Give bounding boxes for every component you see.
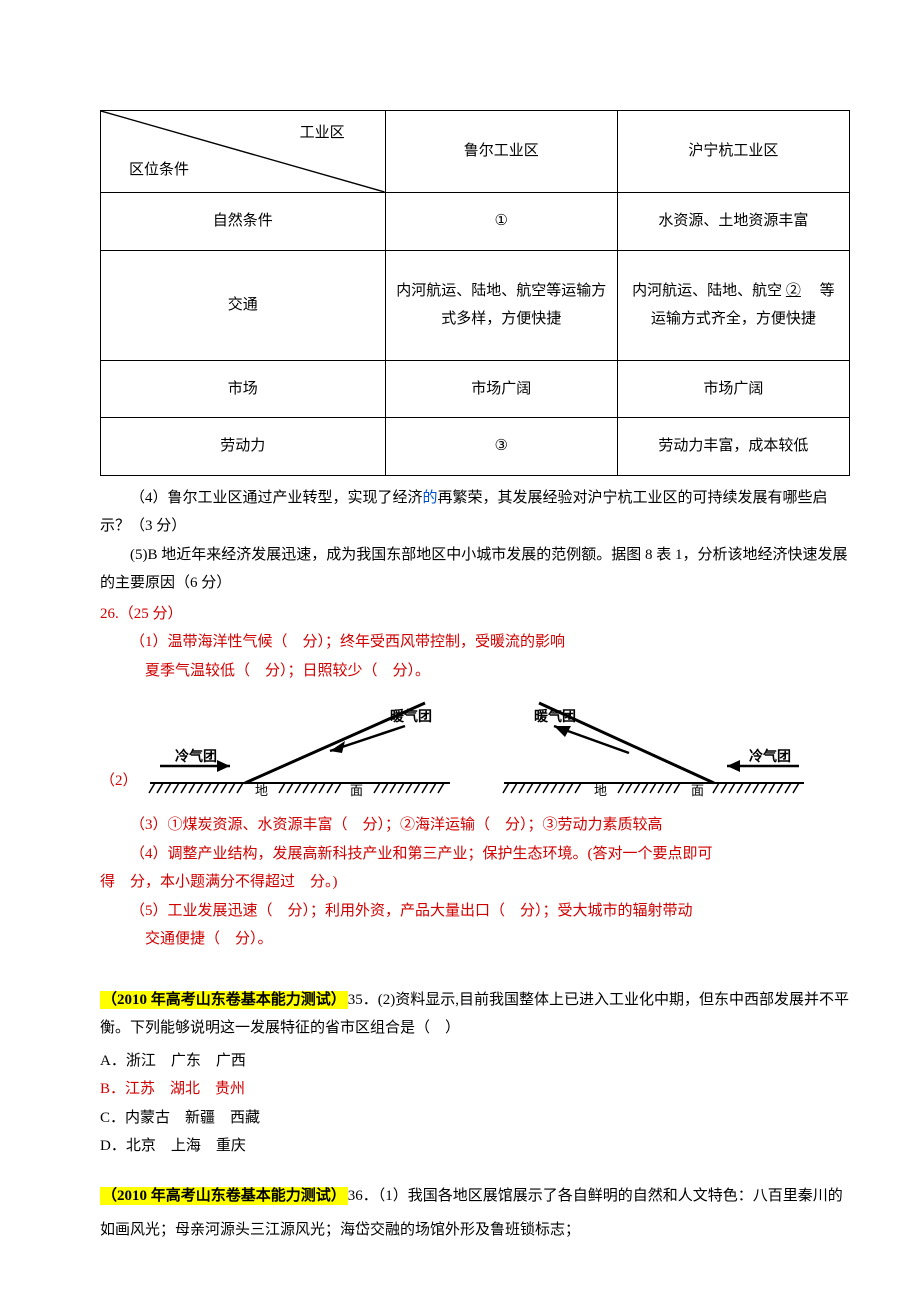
cold-front-diagram: 冷气团 暖气团 地 面 [499, 691, 809, 801]
table-header-cell: 鲁尔工业区 [385, 111, 617, 193]
warm-front-diagram: 冷气团 暖气团 地 面 [145, 691, 455, 801]
svg-text:面: 面 [350, 783, 363, 798]
answer-block-2: （3）①煤炭资源、水资源丰富（ 分）；②海洋运输（ 分）；③劳动力素质较高 （4… [100, 811, 850, 954]
answer-heading: 26.（25 分） [100, 600, 850, 629]
cell-text: 内河航运、陆地、航空 [632, 283, 782, 299]
table-cell: ③ [385, 418, 617, 476]
option-c: C．内蒙古 新疆 西藏 [100, 1104, 850, 1133]
answer-line: （3）①煤炭资源、水资源丰富（ 分）；②海洋运输（ 分）；③劳动力素质较高 [100, 811, 850, 840]
diagonal-header-cell: 工业区 区位条件 [101, 111, 386, 193]
ground-label: 地 [255, 783, 268, 798]
cold-label: 冷气团 [175, 748, 217, 765]
option-d: D．北京 上海 重庆 [100, 1132, 850, 1161]
table-row: 自然条件 ① 水资源、土地资源丰富 [101, 193, 850, 251]
question-5: (5)B 地近年来经济发展迅速，成为我国东部地区中小城市发展的范例额。据图 8 … [100, 541, 850, 598]
answer-line: （4）调整产业结构，发展高新科技产业和第三产业；保护生态环境。(答对一个要点即可 [100, 840, 850, 869]
svg-text:面: 面 [691, 783, 704, 798]
exam-tag: （2010 年高考山东卷基本能力测试） [100, 991, 348, 1009]
answer-line: 夏季气温较低（ 分）；日照较少（ 分）。 [100, 657, 850, 686]
table-cell: 劳动力丰富，成本较低 [617, 418, 849, 476]
table-row: 工业区 区位条件 鲁尔工业区 沪宁杭工业区 [101, 111, 850, 193]
q4-text-a: （4）鲁尔工业区通过产业转型，实现了经济 [130, 490, 423, 506]
question-35: （2010 年高考山东卷基本能力测试）35．(2)资料显示,目前我国整体上已进入… [100, 986, 850, 1043]
table-cell: ① [385, 193, 617, 251]
blank-underline: ② [786, 283, 801, 299]
question-36: （2010 年高考山东卷基本能力测试）36．（1）我国各地区展馆展示了各自鲜明的… [100, 1179, 850, 1248]
answer-block: 26.（25 分） （1）温带海洋性气候（ 分）；终年受西风带控制，受暖流的影响… [100, 600, 850, 686]
answer-line: （1）温带海洋性气候（ 分）；终年受西风带控制，受暖流的影响 [100, 628, 850, 657]
header-top-label: 工业区 [300, 119, 345, 148]
table-cell: 市场广阔 [617, 360, 849, 418]
table-row: 交通 内河航运、陆地、航空等运输方式多样，方便快捷 内河航运、陆地、航空 ② 等… [101, 250, 850, 360]
front-diagram-row: （2） 冷气团 暖气团 地 面 冷气团 暖气团 地 [100, 691, 850, 801]
table-row: 市场 市场广阔 市场广阔 [101, 360, 850, 418]
table-cell: 交通 [101, 250, 386, 360]
header-bottom-label: 区位条件 [129, 156, 189, 185]
table-row: 劳动力 ③ 劳动力丰富，成本较低 [101, 418, 850, 476]
table-header-cell: 沪宁杭工业区 [617, 111, 849, 193]
table-cell: 自然条件 [101, 193, 386, 251]
question-4: （4）鲁尔工业区通过产业转型，实现了经济的再繁荣，其发展经验对沪宁杭工业区的可持… [100, 484, 850, 541]
table-cell: 水资源、土地资源丰富 [617, 193, 849, 251]
option-a: A．浙江 广东 广西 [100, 1047, 850, 1076]
table-cell: 市场广阔 [385, 360, 617, 418]
table-cell: 市场 [101, 360, 386, 418]
answer-line: 交通便捷（ 分）。 [100, 925, 850, 954]
table-cell: 劳动力 [101, 418, 386, 476]
option-b: B．江苏 湖北 贵州 [100, 1075, 850, 1104]
ground-label: 地 [594, 783, 607, 798]
answer-2-label: （2） [100, 767, 138, 796]
answer-line: （5）工业发展迅速（ 分）；利用外资，产品大量出口（ 分）；受大城市的辐射带动 [100, 897, 850, 926]
table-cell: 内河航运、陆地、航空 ② 等运输方式齐全，方便快捷 [617, 250, 849, 360]
warm-label: 暖气团 [390, 708, 432, 725]
table-cell: 内河航运、陆地、航空等运输方式多样，方便快捷 [385, 250, 617, 360]
warm-label: 暖气团 [534, 708, 576, 725]
q4-text-b: 的 [423, 490, 438, 506]
exam-tag: （2010 年高考山东卷基本能力测试） [100, 1187, 348, 1205]
cold-label: 冷气团 [749, 748, 791, 765]
answer-line: 得 分，本小题满分不得超过 分。) [100, 868, 850, 897]
comparison-table: 工业区 区位条件 鲁尔工业区 沪宁杭工业区 自然条件 ① 水资源、土地资源丰富 … [100, 110, 850, 476]
